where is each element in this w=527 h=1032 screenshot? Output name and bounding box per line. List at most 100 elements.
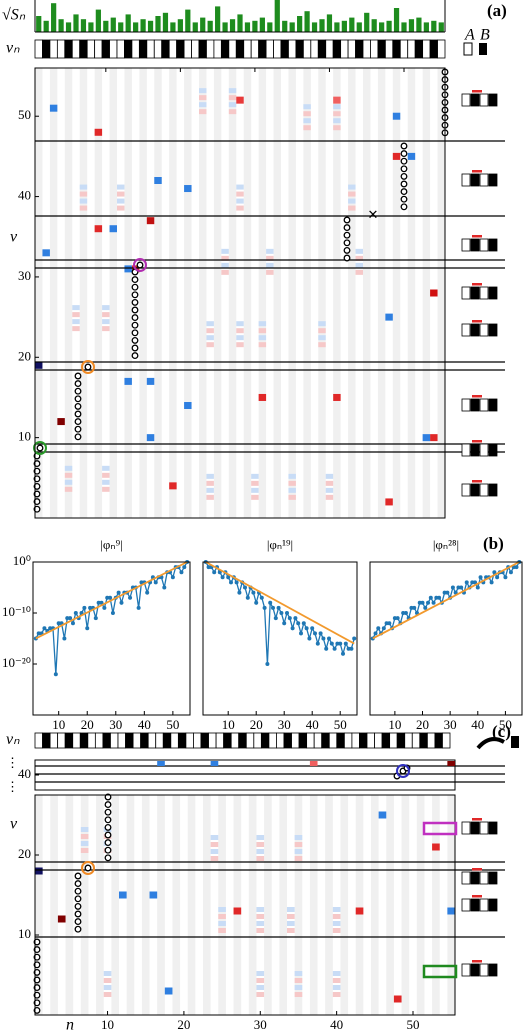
strip-cell bbox=[146, 39, 155, 59]
strip-cell bbox=[258, 39, 267, 59]
data-point bbox=[162, 585, 167, 590]
weight-cell bbox=[333, 104, 341, 110]
weight-cell bbox=[333, 111, 341, 117]
axes-frame bbox=[202, 561, 358, 716]
weight-cell bbox=[206, 342, 214, 348]
bar bbox=[229, 19, 236, 32]
column-band bbox=[309, 795, 318, 1015]
data-point bbox=[341, 651, 345, 656]
state-marker bbox=[343, 239, 351, 247]
strip-cell bbox=[245, 732, 255, 749]
data-line bbox=[35, 561, 188, 675]
weight-cell bbox=[294, 856, 303, 861]
strip-cell bbox=[374, 732, 383, 749]
state-marker bbox=[33, 490, 41, 498]
state-marker bbox=[131, 344, 139, 352]
weight-cell bbox=[218, 907, 226, 912]
block-icon bbox=[461, 286, 471, 300]
block-icon bbox=[470, 238, 480, 252]
bar bbox=[51, 3, 57, 32]
strip-cell bbox=[389, 732, 398, 749]
data-point bbox=[276, 605, 281, 610]
weight-cell bbox=[332, 971, 341, 976]
data-point bbox=[349, 646, 354, 651]
data-point bbox=[318, 631, 323, 636]
column-band bbox=[141, 795, 150, 1015]
data-point bbox=[514, 565, 519, 570]
weight-cell bbox=[119, 891, 127, 899]
bar bbox=[252, 20, 258, 32]
data-point bbox=[338, 641, 343, 646]
weight-cell bbox=[210, 761, 219, 766]
bar bbox=[95, 9, 101, 32]
block-icon bbox=[461, 898, 471, 912]
y-axis-label: ν bbox=[10, 229, 18, 246]
weight-cell bbox=[287, 914, 295, 919]
panel-label: (b) bbox=[483, 534, 504, 553]
weight-cell bbox=[236, 96, 244, 104]
weight-cell bbox=[332, 985, 341, 990]
x-tick-label: 20 bbox=[250, 717, 263, 732]
data-point bbox=[145, 590, 150, 595]
arrow bbox=[476, 737, 505, 750]
data-point bbox=[42, 626, 47, 631]
weight-cell bbox=[256, 985, 265, 990]
block-icon bbox=[470, 483, 480, 497]
panel-label: (a) bbox=[487, 1, 507, 20]
y-tick-label: 30 bbox=[18, 268, 31, 283]
state-marker bbox=[131, 306, 139, 314]
state-marker bbox=[84, 363, 92, 371]
block-icon bbox=[470, 93, 480, 107]
bar bbox=[244, 22, 251, 32]
bar bbox=[438, 22, 444, 32]
icon-b bbox=[511, 736, 519, 748]
strip-cell bbox=[313, 732, 323, 749]
bar bbox=[65, 22, 72, 32]
state-marker bbox=[131, 276, 139, 284]
column-band bbox=[172, 795, 181, 1015]
column-band bbox=[203, 795, 211, 1015]
strip-cell bbox=[283, 732, 292, 749]
weight-cell bbox=[57, 418, 65, 426]
weight-cell bbox=[64, 486, 73, 492]
weight-cell bbox=[266, 269, 274, 275]
strip-cell bbox=[34, 39, 43, 59]
x-tick-label: 50 bbox=[407, 1017, 420, 1032]
column-band bbox=[363, 68, 371, 518]
block-icon bbox=[488, 398, 498, 412]
weight-cell bbox=[146, 217, 155, 225]
strip-cell bbox=[200, 732, 209, 749]
weight-cell bbox=[288, 487, 296, 493]
weight-cell bbox=[325, 494, 334, 500]
weight-cell bbox=[407, 152, 416, 160]
bar bbox=[73, 14, 79, 32]
block-icon-mark bbox=[472, 395, 482, 398]
state-marker bbox=[104, 831, 112, 839]
data-point bbox=[128, 595, 133, 600]
data-point bbox=[265, 662, 270, 666]
strip-cell bbox=[355, 39, 364, 59]
state-marker bbox=[131, 283, 139, 291]
block-icon bbox=[488, 173, 498, 187]
state-marker bbox=[400, 165, 408, 173]
data-point bbox=[392, 616, 397, 621]
column-band bbox=[279, 795, 287, 1015]
weight-cell bbox=[256, 856, 265, 861]
state-marker bbox=[74, 872, 82, 880]
state-marker bbox=[33, 961, 41, 969]
bar bbox=[431, 20, 437, 32]
bar bbox=[289, 22, 295, 32]
strip-cell bbox=[176, 39, 185, 59]
strip-cell bbox=[177, 732, 187, 749]
data-point bbox=[473, 580, 478, 585]
strip-cell bbox=[243, 39, 252, 59]
state-marker bbox=[74, 895, 82, 903]
data-point bbox=[179, 570, 184, 575]
bar bbox=[162, 12, 169, 33]
bar bbox=[408, 19, 415, 32]
data-point bbox=[423, 605, 428, 610]
bar bbox=[185, 9, 191, 32]
strip-cell bbox=[291, 732, 300, 749]
data-point bbox=[301, 621, 306, 626]
data-point bbox=[85, 626, 90, 631]
